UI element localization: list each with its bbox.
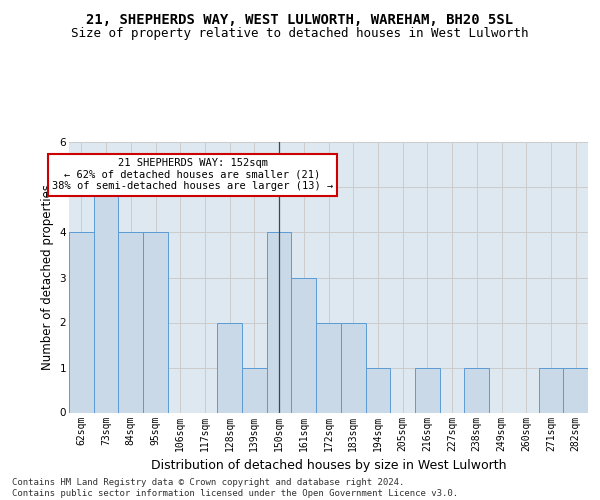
Bar bbox=[217, 322, 242, 412]
X-axis label: Distribution of detached houses by size in West Lulworth: Distribution of detached houses by size … bbox=[151, 459, 506, 472]
Bar bbox=[143, 232, 168, 412]
Bar bbox=[69, 232, 94, 412]
Text: Contains HM Land Registry data © Crown copyright and database right 2024.
Contai: Contains HM Land Registry data © Crown c… bbox=[12, 478, 458, 498]
Bar bbox=[316, 322, 341, 412]
Bar bbox=[292, 278, 316, 412]
Text: 21, SHEPHERDS WAY, WEST LULWORTH, WAREHAM, BH20 5SL: 21, SHEPHERDS WAY, WEST LULWORTH, WAREHA… bbox=[86, 12, 514, 26]
Bar bbox=[464, 368, 489, 412]
Bar bbox=[267, 232, 292, 412]
Text: 21 SHEPHERDS WAY: 152sqm
← 62% of detached houses are smaller (21)
38% of semi-d: 21 SHEPHERDS WAY: 152sqm ← 62% of detach… bbox=[52, 158, 333, 192]
Bar bbox=[242, 368, 267, 412]
Bar bbox=[94, 188, 118, 412]
Bar bbox=[341, 322, 365, 412]
Text: Size of property relative to detached houses in West Lulworth: Size of property relative to detached ho… bbox=[71, 28, 529, 40]
Bar bbox=[415, 368, 440, 412]
Bar bbox=[539, 368, 563, 412]
Bar bbox=[365, 368, 390, 412]
Y-axis label: Number of detached properties: Number of detached properties bbox=[41, 184, 54, 370]
Bar bbox=[118, 232, 143, 412]
Bar bbox=[563, 368, 588, 412]
